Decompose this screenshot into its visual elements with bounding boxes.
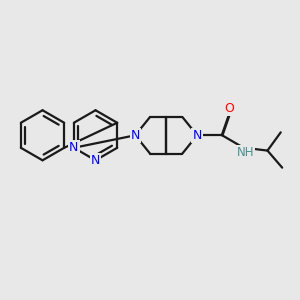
- Text: N: N: [91, 154, 100, 167]
- Text: NH: NH: [237, 146, 254, 159]
- Text: N: N: [130, 129, 140, 142]
- Text: N: N: [192, 129, 202, 142]
- Text: O: O: [225, 102, 234, 115]
- Text: N: N: [69, 141, 79, 154]
